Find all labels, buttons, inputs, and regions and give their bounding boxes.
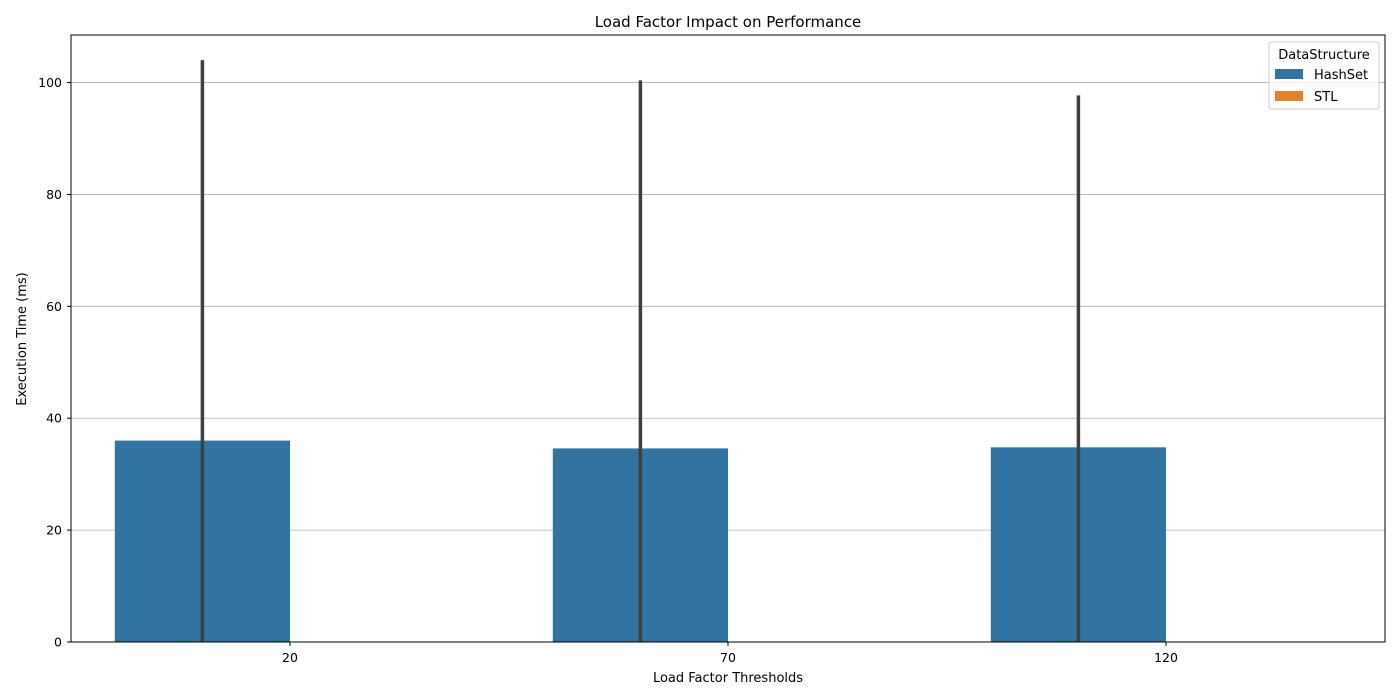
y-tick-label: 80 [46,187,62,202]
legend-swatch-stl [1275,91,1303,101]
legend: DataStructure HashSet STL [1268,41,1380,110]
legend-swatch-hashset [1275,69,1303,79]
x-axis-ticks: 20 70 120 [282,642,1178,665]
y-axis-ticks: 0 20 40 60 80 100 [38,75,71,650]
y-tick-label: 60 [46,299,62,314]
y-axis-label: Execution Time (ms) [15,272,30,405]
legend-label-hashset: HashSet [1314,68,1368,83]
legend-title: DataStructure [1278,48,1370,63]
legend-label-stl: STL [1314,90,1338,105]
x-tick-label: 120 [1154,650,1178,665]
error-bars [200,60,1081,642]
y-tick-label: 100 [38,75,62,90]
chart-title: Load Factor Impact on Performance [595,13,862,31]
y-tick-label: 20 [46,523,62,538]
x-tick-label: 20 [282,650,298,665]
y-tick-label: 40 [46,411,62,426]
x-axis-label: Load Factor Thresholds [653,671,803,686]
x-tick-label: 70 [720,650,736,665]
y-tick-label: 0 [54,635,62,650]
